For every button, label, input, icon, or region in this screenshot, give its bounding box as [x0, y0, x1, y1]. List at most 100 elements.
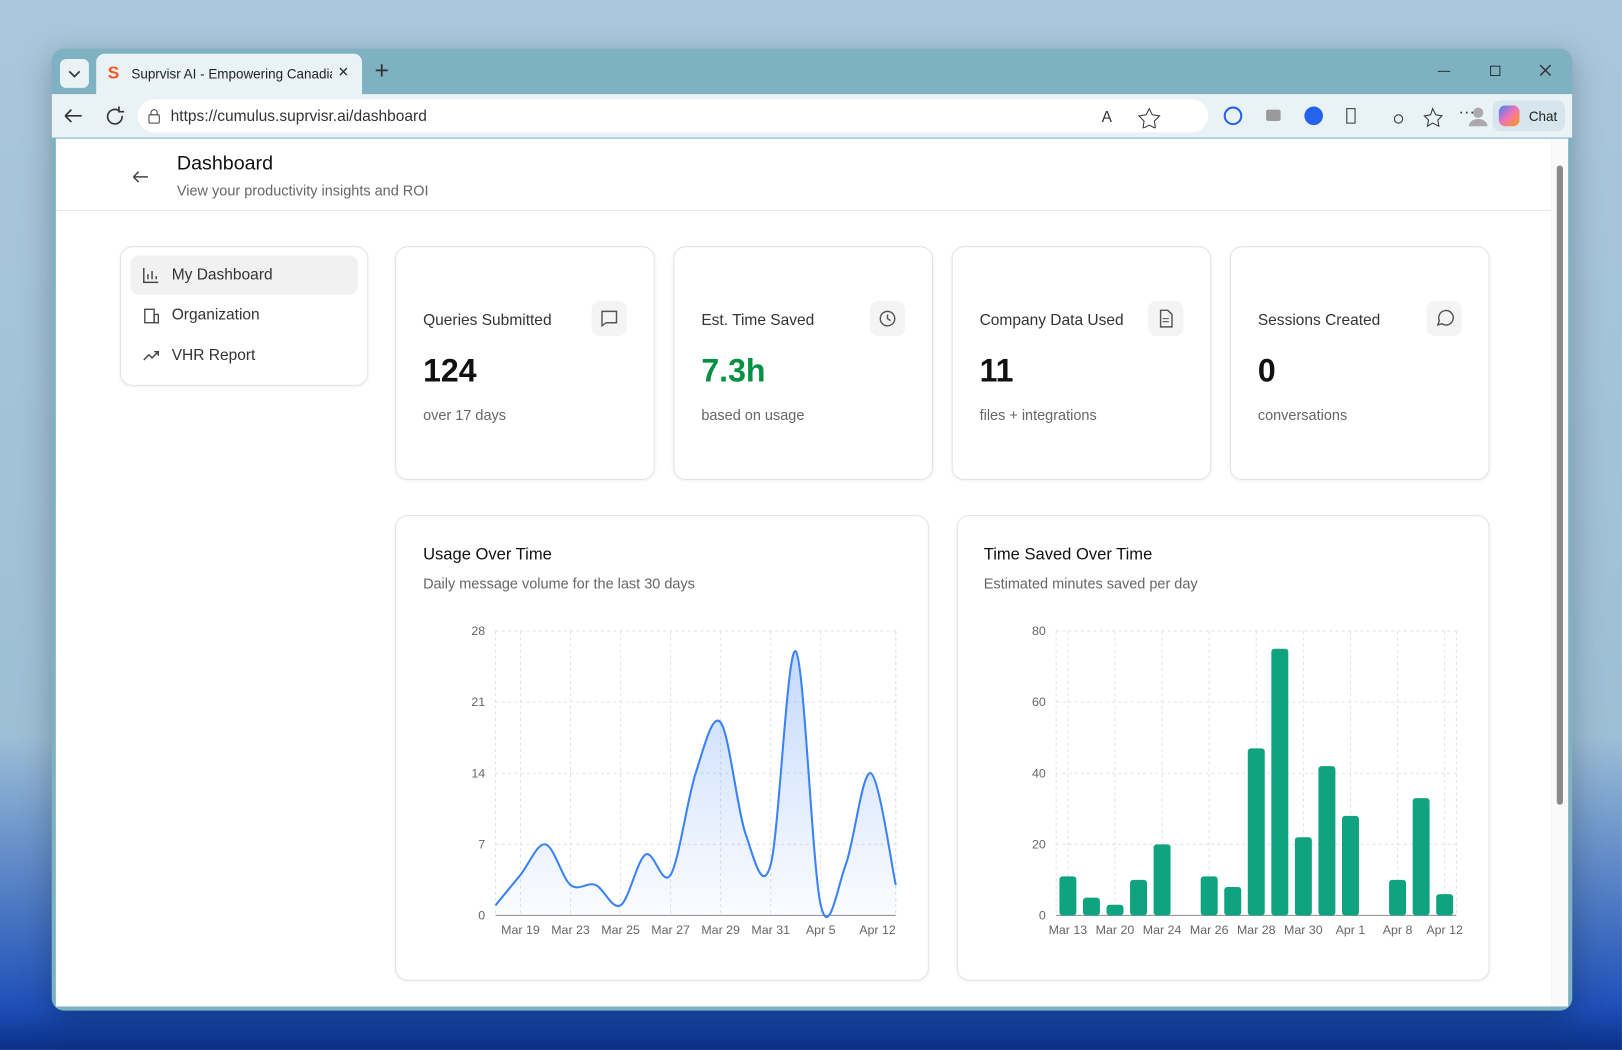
stat-value: 7.3h [701, 352, 766, 389]
nav-label: Organization [171, 306, 260, 324]
x-tick-label: Mar 31 [751, 923, 790, 937]
bar [1271, 648, 1289, 916]
bar [1059, 876, 1077, 916]
bar [1200, 876, 1218, 916]
bar [1153, 844, 1171, 916]
chart-subtitle: Estimated minutes saved per day [984, 577, 1199, 593]
browser-window: S Suprvisr AI - Empowering Canadia × + h… [51, 48, 1573, 1011]
nav-buttons[interactable] [60, 102, 132, 129]
x-tick-label: Apr 8 [1383, 923, 1413, 937]
x-tick-label: Mar 13 [1049, 923, 1088, 937]
tab-menu[interactable] [59, 58, 89, 88]
x-tick-label: Apr 1 [1336, 923, 1366, 937]
bar [1224, 886, 1242, 916]
bar [1318, 766, 1336, 916]
header-divider [55, 209, 1552, 212]
y-tick-label: 80 [1032, 624, 1046, 638]
x-tick-label: Apr 12 [1426, 923, 1463, 937]
copilot-button[interactable]: Chat [1492, 100, 1566, 132]
stat-label: Queries Submitted [423, 311, 552, 329]
stat-note: over 17 days [423, 406, 506, 424]
chart-card: Time Saved Over Time Estimated minutes s… [956, 515, 1490, 981]
more-menu[interactable]: ··· [1458, 103, 1476, 122]
y-tick-label: 0 [1039, 909, 1046, 923]
nav-icon [143, 267, 159, 284]
x-tick-label: Mar 23 [551, 923, 590, 937]
stat-label: Company Data Used [979, 311, 1124, 329]
scrollbar[interactable] [1551, 138, 1569, 1007]
nav-icon [143, 350, 159, 361]
y-tick-label: 7 [478, 837, 485, 851]
stat-card: Sessions Created 0 conversations [1229, 246, 1490, 480]
nav-label: VHR Report [171, 346, 256, 365]
toolbar: https://cumulus.suprvisr.ai/dashboard A … [51, 94, 1573, 138]
copilot-label: Chat [1528, 108, 1558, 125]
x-tick-label: Apr 5 [806, 923, 836, 937]
nav-label: My Dashboard [171, 265, 273, 284]
address-bar[interactable]: https://cumulus.suprvisr.ai/dashboard A [137, 99, 1209, 133]
extensions[interactable] [1221, 103, 1490, 128]
nav-item[interactable]: Organization [130, 296, 358, 335]
stat-icon [1426, 301, 1462, 337]
back-button[interactable] [130, 167, 151, 188]
tab[interactable]: S Suprvisr AI - Empowering Canadia × [96, 53, 363, 96]
bar [1082, 897, 1100, 916]
stat-note: conversations [1257, 406, 1348, 424]
stat-icon [869, 301, 906, 337]
bar [1341, 815, 1359, 916]
y-tick-label: 21 [471, 695, 485, 709]
page-subtitle: View your productivity insights and ROI [176, 182, 429, 199]
stat-label: Est. Time Saved [701, 311, 815, 329]
new-tab[interactable]: + [374, 56, 389, 85]
svg-text:A: A [1102, 109, 1113, 126]
copilot-icon [1498, 105, 1520, 127]
stat-note: based on usage [701, 406, 805, 424]
x-tick-label: Mar 26 [1190, 923, 1229, 937]
lock-icon [148, 109, 160, 124]
page-title: Dashboard [176, 153, 274, 175]
nav-item[interactable]: VHR Report [130, 336, 358, 375]
bar [1436, 894, 1454, 916]
window-controls[interactable] [1427, 61, 1561, 86]
bar [1130, 879, 1148, 916]
bar [1247, 748, 1265, 916]
x-tick-label: Mar 30 [1284, 923, 1323, 937]
x-tick-label: Mar 19 [501, 923, 540, 937]
address-icons[interactable]: A [1100, 106, 1203, 129]
stat-value: 11 [979, 352, 1014, 389]
tab-title: Suprvisr AI - Empowering Canadia [131, 66, 333, 82]
page: Dashboard View your productivity insight… [55, 138, 1552, 1007]
stat-value: 124 [423, 352, 477, 389]
x-tick-label: Mar 29 [701, 923, 740, 937]
x-tick-label: Mar 24 [1143, 923, 1182, 937]
chart: Time Saved Over Time Estimated minutes s… [984, 545, 1463, 937]
y-tick-label: 28 [471, 624, 485, 638]
nav-icon [144, 308, 159, 324]
bar [1389, 879, 1407, 916]
stat-label: Sessions Created [1257, 311, 1381, 329]
stat-value: 0 [1257, 352, 1276, 389]
stat-note: files + integrations [979, 406, 1097, 424]
x-tick-label: Apr 12 [859, 923, 896, 937]
x-tick-label: Mar 25 [601, 923, 640, 937]
bar [1106, 904, 1124, 916]
y-tick-label: 14 [471, 766, 485, 780]
bar [1294, 837, 1312, 916]
line [494, 650, 897, 918]
chart-card: Usage Over Time Daily message volume for… [395, 515, 929, 981]
tab-close[interactable]: × [338, 62, 349, 82]
y-tick-label: 20 [1032, 837, 1046, 851]
stat-card: Est. Time Saved 7.3h based on usage [673, 246, 934, 480]
y-tick-label: 60 [1032, 695, 1046, 709]
area [495, 651, 896, 918]
nav-item[interactable]: My Dashboard [130, 255, 358, 295]
y-tick-label: 40 [1032, 766, 1046, 780]
favicon: S [107, 63, 120, 83]
scroll-thumb[interactable] [1556, 165, 1563, 805]
y-tick-label: 0 [478, 909, 485, 923]
url: https://cumulus.suprvisr.ai/dashboard [170, 107, 427, 126]
stat-icon [591, 301, 627, 337]
x-tick-label: Mar 20 [1096, 923, 1135, 937]
stat-icon [1148, 301, 1184, 337]
